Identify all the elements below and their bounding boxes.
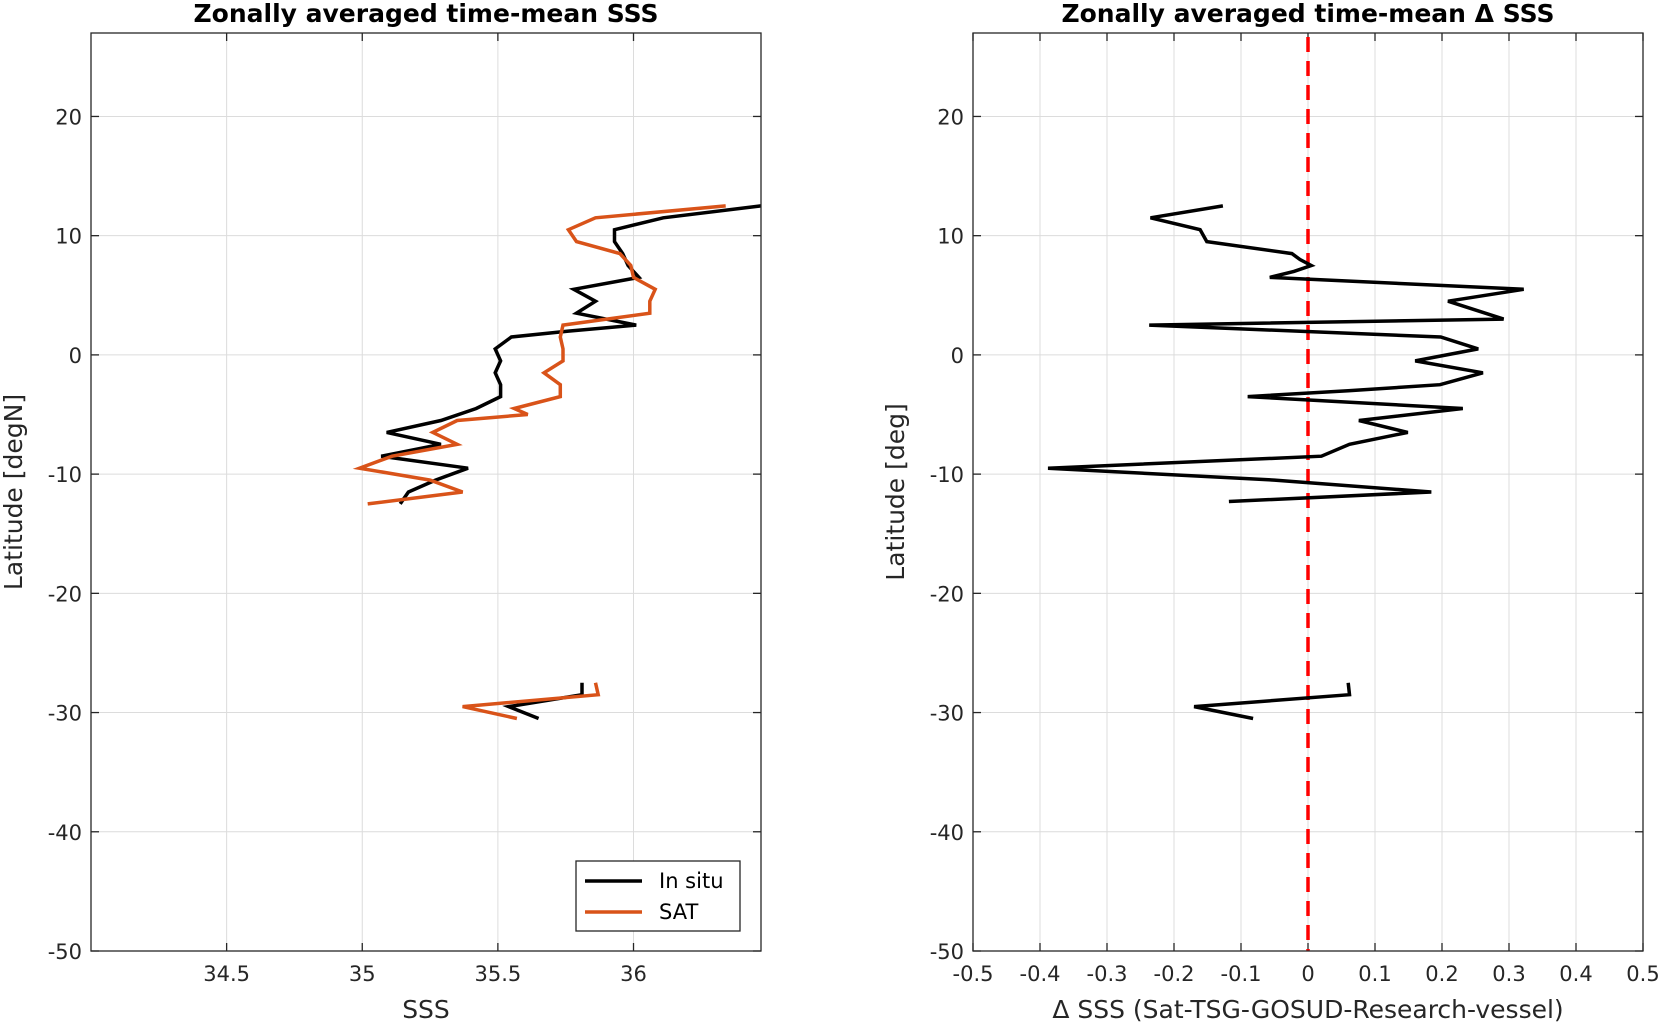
y-tick-label: 20: [937, 105, 964, 129]
chart-title: Zonally averaged time-mean Δ SSS: [1062, 0, 1555, 28]
y-tick-label: 0: [69, 344, 82, 368]
x-tick-label: -0.2: [1154, 962, 1195, 986]
chart-title: Zonally averaged time-mean SSS: [194, 0, 659, 28]
x-tick-label: 35.5: [474, 962, 521, 986]
chart-panel-2: -0.5 -0.4 -0.3 -0.2 -0.1 0 0.1 0.2 0.3 0.4 0.5 -50 -…: [881, 0, 1660, 1024]
x-tick-label: 0.3: [1492, 962, 1525, 986]
y-tick-label: -30: [930, 702, 964, 726]
y-tick-label: -40: [930, 821, 964, 845]
y-axis-label: Latitude [degN]: [0, 394, 28, 590]
legend-label: In situ: [659, 869, 724, 893]
x-tick-label: -0.4: [1020, 962, 1061, 986]
y-tick-label: -10: [930, 463, 964, 487]
x-tick-label: 36: [620, 962, 647, 986]
x-tick-label: 0: [1301, 962, 1314, 986]
legend-label: SAT: [659, 900, 698, 924]
x-tick-label: 35: [349, 962, 376, 986]
x-tick-label: 34.5: [203, 962, 250, 986]
x-axis-label: SSS: [402, 995, 450, 1024]
x-axis-label: Δ SSS (Sat-TSG-GOSUD-Research-vessel): [1052, 995, 1563, 1024]
y-tick-label: -40: [48, 821, 82, 845]
x-tick-label: -0.1: [1221, 962, 1262, 986]
series-line-delta-sss-segment-2: [1193, 682, 1352, 721]
x-tick-label: 0.4: [1559, 962, 1592, 986]
chart-panel-1: 34.5 35 35.5 36 -50 -40 -30 -20 -10 0 10 20 Zonally …: [0, 0, 762, 1024]
y-tick-label: -10: [48, 463, 82, 487]
y-axis-label: Latitude [deg]: [881, 403, 910, 580]
y-tick-label: -20: [930, 582, 964, 606]
x-tick-label: 0.5: [1626, 962, 1659, 986]
y-tick-label: -50: [48, 940, 82, 964]
y-tick-label: 20: [55, 105, 82, 129]
y-tick-label: -50: [930, 940, 964, 964]
y-tick-label: 10: [937, 225, 964, 249]
legend-box: [575, 860, 741, 932]
legend: In situ SAT: [575, 860, 741, 932]
y-tick-label: 10: [55, 225, 82, 249]
y-tick-label: -20: [48, 582, 82, 606]
x-tick-label: 0.2: [1425, 962, 1458, 986]
y-tick-label: 0: [951, 344, 964, 368]
series-line-delta-sss-segment-1: [1047, 204, 1524, 504]
x-tick-label: 0.1: [1358, 962, 1391, 986]
x-tick-label: -0.3: [1087, 962, 1128, 986]
series-line-sat-segment-1: [352, 204, 726, 506]
series-line-sat-segment-2: [462, 682, 601, 721]
plot-area-border: [90, 32, 762, 952]
plot-area-border: [972, 32, 1644, 952]
y-tick-label: -30: [48, 702, 82, 726]
x-tick-label: -0.5: [953, 962, 994, 986]
